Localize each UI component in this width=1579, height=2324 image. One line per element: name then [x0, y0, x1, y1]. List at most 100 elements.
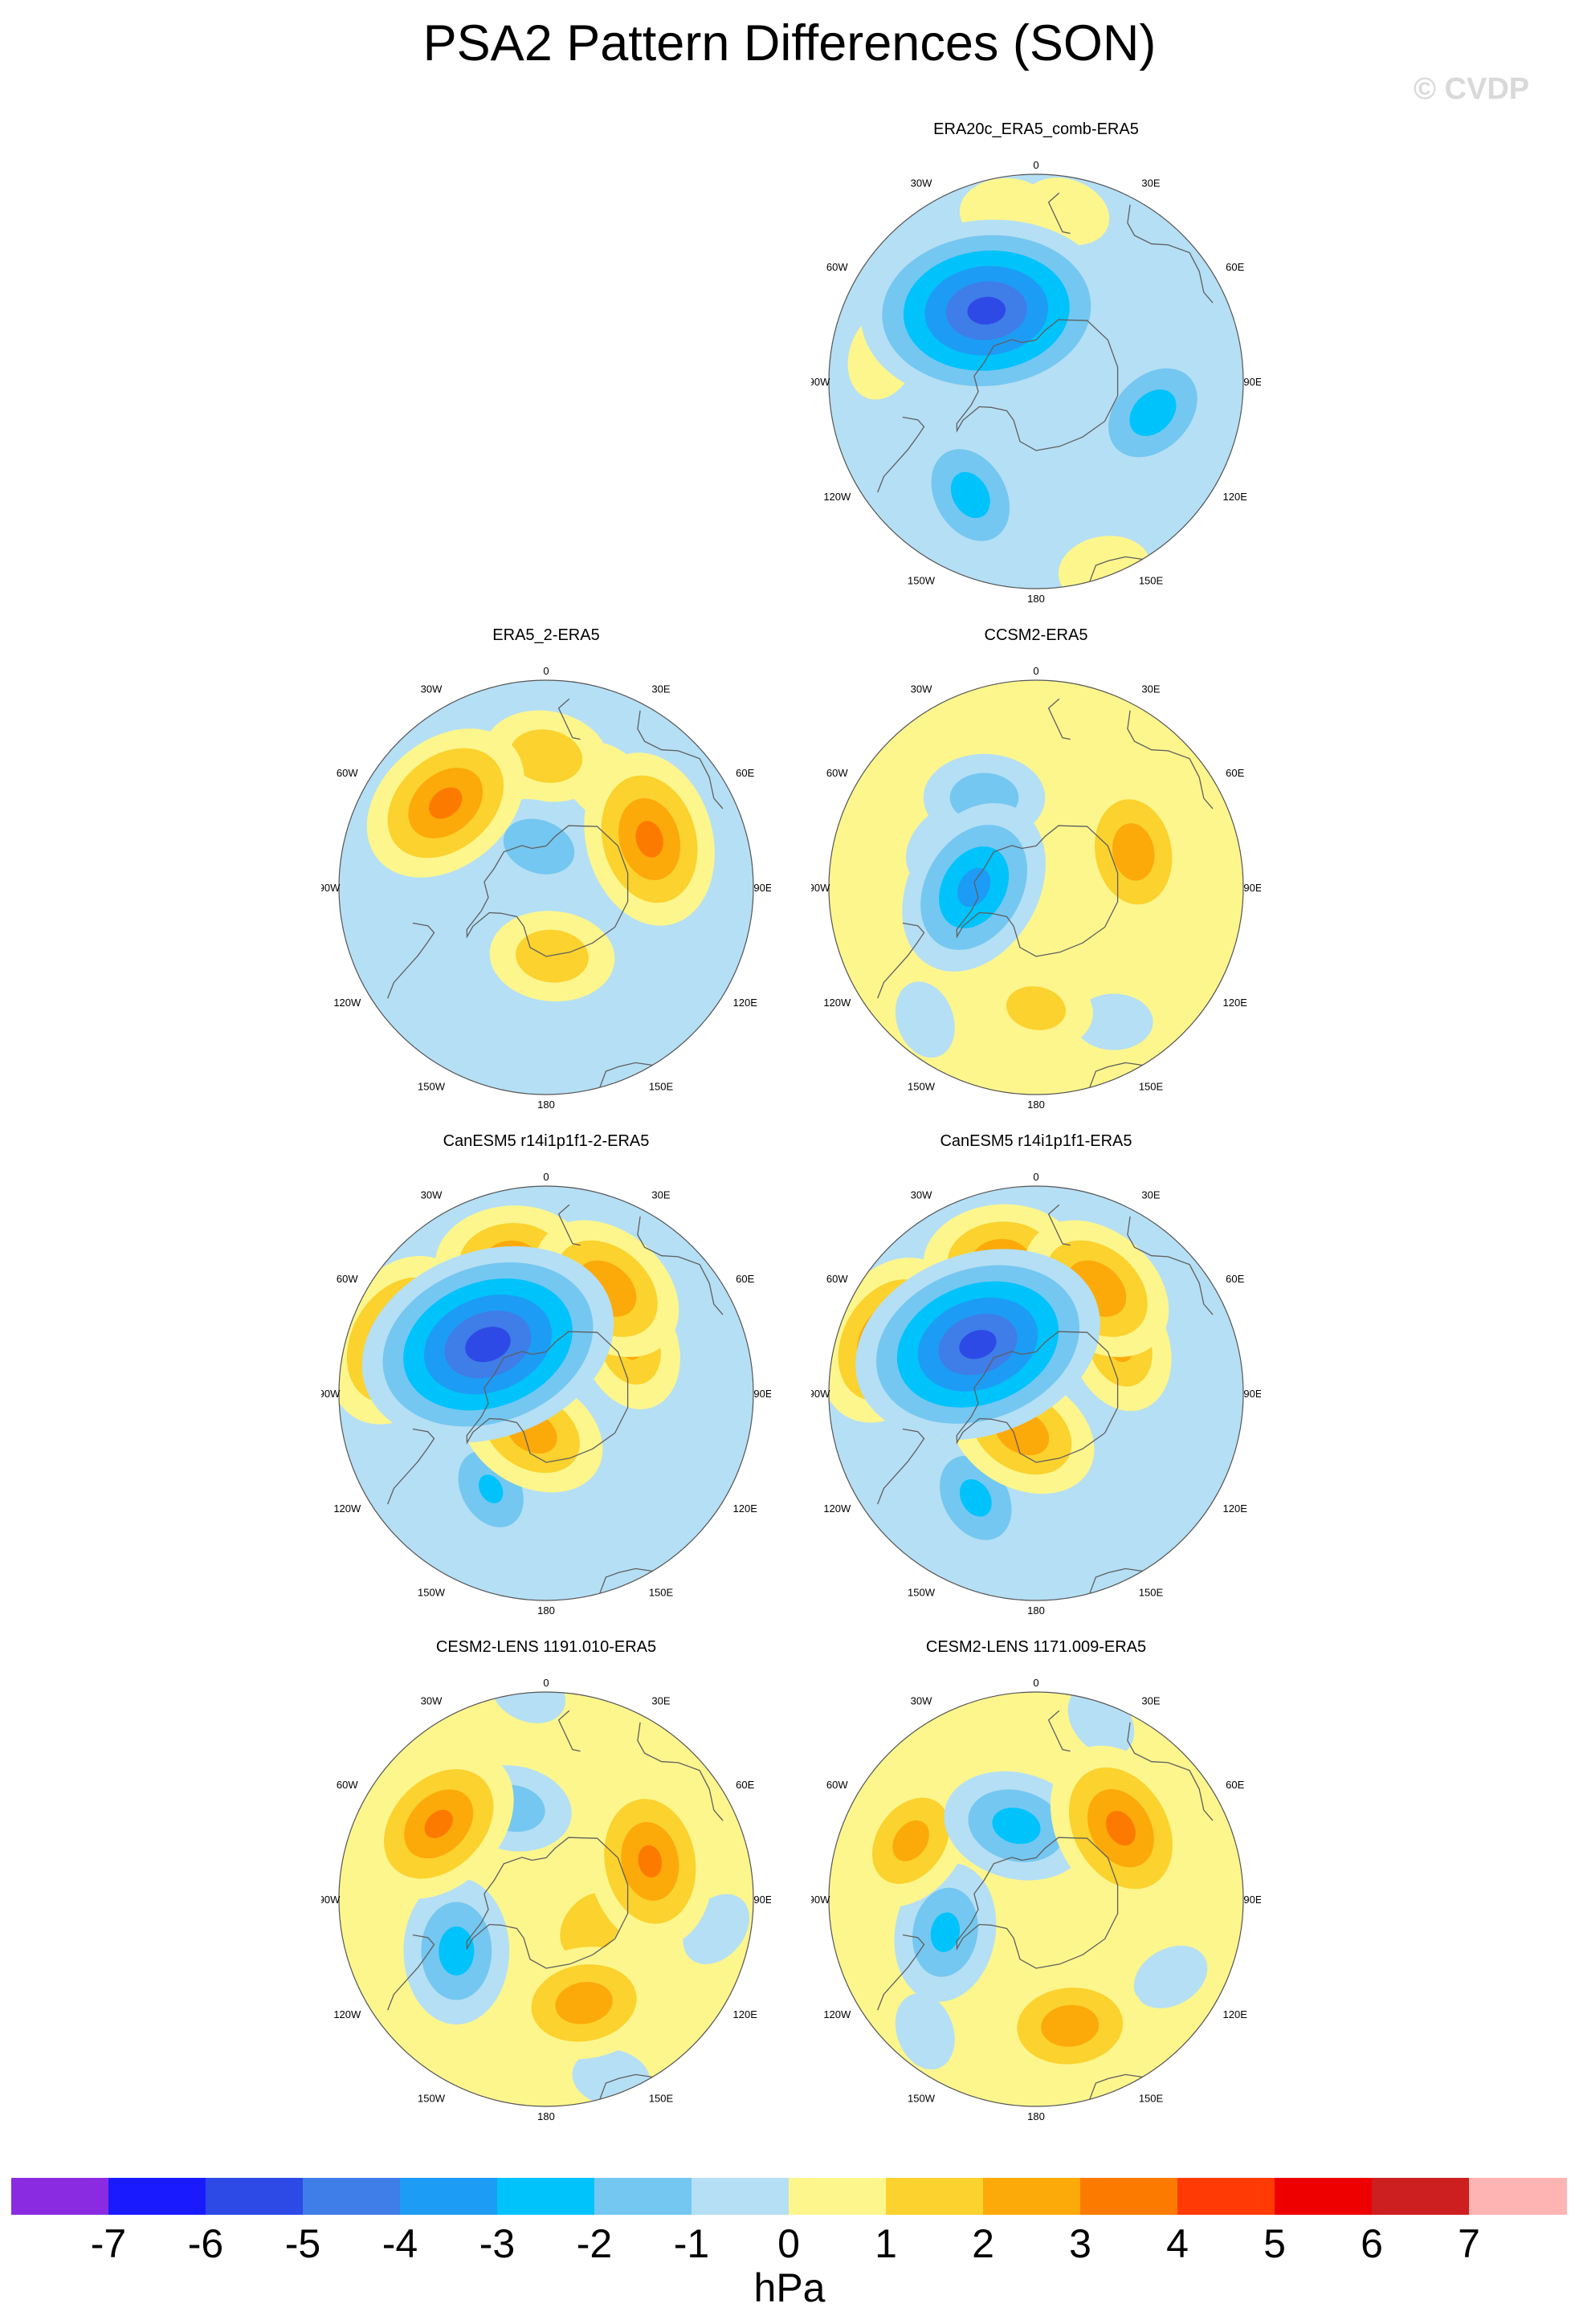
colorbar-tick-label: -4	[381, 2221, 418, 2266]
longitude-label: 60E	[1226, 767, 1244, 779]
africa-coastline	[599, 2073, 659, 2100]
map-panel: CCSM2-ERA5 0 30E 60E 90E 120E 150E 180 150W 120W 9…	[811, 626, 1261, 1140]
contour-fill	[959, 1330, 997, 1360]
colorbar-tick-label: -7	[90, 2221, 127, 2266]
africa-coastline	[1089, 2073, 1149, 2100]
longitude-label: 60W	[826, 767, 848, 779]
contour-fill	[1133, 1945, 1208, 2008]
panel-title: CESM2-LENS 1171.009-ERA5	[925, 1638, 1147, 1656]
australia-coastline	[1127, 1216, 1214, 1315]
south-america-coastline	[387, 1428, 435, 1505]
longitude-label: 30E	[1141, 1694, 1160, 1706]
contour-fill	[957, 867, 991, 907]
longitude-label: 30E	[1141, 1189, 1160, 1201]
longitude-label: 150E	[649, 1081, 674, 1093]
africa-coastline	[1089, 1568, 1149, 1594]
longitude-label: 120W	[333, 2008, 361, 2020]
longitude-label: 90W	[811, 1388, 830, 1400]
south-america-coastline	[877, 1428, 925, 1505]
australia-coastline	[1127, 204, 1214, 304]
longitude-label: 30W	[421, 1189, 443, 1201]
longitude-label: 150W	[908, 1587, 936, 1599]
map-border	[338, 1185, 754, 1601]
antarctica-coastline	[956, 1837, 1119, 1969]
longitude-label: 60W	[826, 1273, 848, 1285]
colorbar	[11, 2178, 1567, 2215]
new-zealand-coastline	[1047, 192, 1071, 234]
colorbar-tick-label: 6	[1361, 2221, 1383, 2266]
colorbar-tick-label: -3	[479, 2221, 516, 2266]
longitude-label: 30E	[1141, 683, 1160, 695]
map-panel: CESM2-LENS 1191.010-ERA5 0 30E 60E 90E 120E 15…	[321, 1638, 771, 2152]
contour-fill	[424, 1809, 453, 1838]
contour-fill	[638, 1845, 663, 1878]
longitude-label: 60E	[736, 767, 754, 779]
polar-map: 0 30E 60E 90E 120E 150E 180 150W 120W 90W 60W 30W	[811, 1677, 1261, 2122]
longitude-label: 60W	[826, 1779, 848, 1791]
longitude-label: 120E	[1223, 997, 1248, 1009]
colorbar-tick-label: -2	[576, 2221, 613, 2266]
panel-title: CanESM5 r14i1p1f1-2-ERA5	[443, 1132, 650, 1150]
contour-fill	[895, 1993, 955, 2070]
colorbar-tick-label: 3	[1069, 2221, 1091, 2266]
longitude-label: 120W	[823, 1502, 851, 1515]
map-border	[338, 679, 754, 1095]
colorbar-bin	[497, 2178, 595, 2215]
contour-fill	[555, 1982, 613, 2024]
longitude-label: 60E	[1226, 1273, 1244, 1285]
longitude-label: 90W	[321, 882, 341, 894]
map-border	[338, 1691, 754, 2107]
watermark: © CVDP	[1414, 72, 1530, 106]
longitude-label: 0	[1033, 1171, 1038, 1183]
longitude-label: 0	[1033, 159, 1038, 171]
colorbar-bin	[1275, 2178, 1373, 2215]
polar-map: 0 30E 60E 90E 120E 150E 180 150W 120W 90W 60W 30W	[811, 665, 1261, 1111]
longitude-label: 120W	[333, 997, 361, 1009]
longitude-label: 90W	[811, 1894, 830, 1906]
colorbar-tick-label: 1	[875, 2221, 897, 2266]
panel-title: CCSM2-ERA5	[984, 626, 1088, 644]
polar-map: 0 30E 60E 90E 120E 150E 180 150W 120W 90W 60W 30W	[811, 1171, 1261, 1617]
contour-fill	[1112, 823, 1155, 881]
longitude-label: 180	[1027, 2110, 1045, 2122]
longitude-label: 180	[1027, 593, 1045, 605]
colorbar-units-label: hPa	[753, 2265, 826, 2310]
longitude-label: 60W	[826, 261, 848, 273]
longitude-label: 30E	[651, 1694, 670, 1706]
map-border	[828, 173, 1244, 589]
antarctica-coastline	[466, 825, 629, 957]
australia-coastline	[637, 710, 724, 809]
longitude-label: 30W	[911, 1189, 932, 1201]
longitude-label: 180	[1027, 1604, 1045, 1617]
colorbar-bin	[886, 2178, 984, 2215]
south-america-coastline	[877, 1934, 925, 2011]
new-zealand-coastline	[1047, 1204, 1071, 1246]
map-panel: CESM2-LENS 1171.009-ERA5 0 30E 60E 90E 120E 15…	[811, 1638, 1261, 2152]
colorbar-bin	[11, 2178, 109, 2215]
contour-fill	[635, 821, 663, 858]
colorbar-bin	[303, 2178, 401, 2215]
longitude-label: 180	[537, 2110, 555, 2122]
contour-fill	[429, 787, 463, 819]
polar-map: 0 30E 60E 90E 120E 150E 180 150W 120W 90W 60W 30W	[321, 665, 771, 1111]
south-america-coastline	[877, 922, 925, 999]
contour-fill	[1006, 986, 1067, 1030]
longitude-label: 90E	[1243, 882, 1261, 894]
map-border	[828, 1185, 1244, 1601]
longitude-label: 90W	[321, 1388, 341, 1400]
colorbar-bin	[789, 2178, 887, 2215]
longitude-label: 150W	[418, 1587, 446, 1599]
new-zealand-coastline	[557, 1710, 581, 1752]
longitude-label: 0	[1033, 1677, 1038, 1689]
longitude-label: 60E	[736, 1273, 754, 1285]
contour-fill	[992, 1807, 1041, 1845]
colorbar-bin	[400, 2178, 498, 2215]
new-zealand-coastline	[557, 1204, 581, 1246]
longitude-label: 90E	[1243, 376, 1261, 388]
longitude-label: 0	[543, 1677, 549, 1689]
longitude-label: 90E	[753, 882, 771, 894]
longitude-label: 0	[1033, 665, 1038, 677]
longitude-label: 150W	[418, 1081, 446, 1093]
longitude-label: 60W	[337, 767, 358, 779]
figure-title: PSA2 Pattern Differences (SON)	[422, 15, 1157, 71]
